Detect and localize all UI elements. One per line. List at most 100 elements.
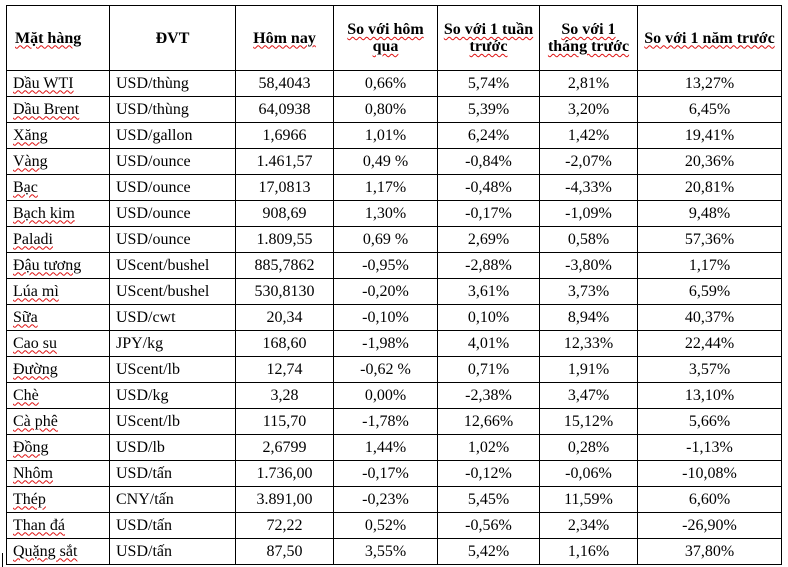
table-row: Dầu Brent USD/thùng 64,0938 0,80% 5,39% 3,20%… <box>6 96 782 123</box>
cell-item: Bạc <box>6 174 110 201</box>
cell-vs-year: 57,36% <box>637 226 782 253</box>
cell-vs-yesterday: 1,01% <box>333 122 438 149</box>
cell-today: 12,74 <box>235 356 334 383</box>
cell-vs-yesterday: 1,30% <box>333 200 438 227</box>
table-row: Nhôm USD/tấn 1.736,00 -0,17% -0,12% -0,06% -10… <box>6 460 782 487</box>
cell-vs-yesterday: -0,62 % <box>333 356 438 383</box>
cell-vs-week: -0,56% <box>437 512 540 539</box>
cell-vs-month: 3,20% <box>539 96 638 123</box>
cell-vs-yesterday: -0,95% <box>333 252 438 279</box>
table-row: Paladi USD/ounce 1.809,55 0,69 % 2,69% 0,58% 5… <box>6 226 782 253</box>
table-row: Quặng sắt USD/tấn 87,50 3,55% 5,42% 1,16% 37,8… <box>6 538 782 565</box>
cell-today: 17,0813 <box>235 174 334 201</box>
table-row: Thép CNY/tấn 3.891,00 -0,23% 5,45% 11,59% 6,60… <box>6 486 782 513</box>
cell-vs-yesterday: 3,55% <box>333 538 438 565</box>
cell-today: 908,69 <box>235 200 334 227</box>
cell-vs-month: 2,34% <box>539 512 638 539</box>
cell-vs-year: 13,27% <box>637 70 782 97</box>
cell-item: Nhôm <box>6 460 110 487</box>
cell-vs-year: 20,36% <box>637 148 782 175</box>
cell-vs-week: 4,01% <box>437 330 540 357</box>
cell-unit: UScent/lb <box>109 408 236 435</box>
cell-vs-yesterday: 0,69 % <box>333 226 438 253</box>
cell-unit: USD/tấn <box>109 538 236 565</box>
cell-item: Xăng <box>6 122 110 149</box>
cell-item: Cà phê <box>6 408 110 435</box>
cell-vs-year: 20,81% <box>637 174 782 201</box>
table-row: Sữa USD/cwt 20,34 -0,10% 0,10% 8,94% 40,37% <box>6 304 782 331</box>
table-row: Xăng USD/gallon 1,6966 1,01% 6,24% 1,42% 19,41… <box>6 122 782 149</box>
cell-item: Cao su <box>6 330 110 357</box>
cell-vs-week: 2,69% <box>437 226 540 253</box>
cell-vs-yesterday: 1,44% <box>333 434 438 461</box>
cell-vs-yesterday: -0,10% <box>333 304 438 331</box>
cell-unit: JPY/kg <box>109 330 236 357</box>
header-today: Hôm nay <box>235 5 334 71</box>
text-cursor <box>2 553 3 567</box>
cell-item: Paladi <box>6 226 110 253</box>
cell-unit: USD/ounce <box>109 226 236 253</box>
cell-vs-month: 1,91% <box>539 356 638 383</box>
cell-vs-month: -3,80% <box>539 252 638 279</box>
cell-vs-month: -2,07% <box>539 148 638 175</box>
cell-today: 530,8130 <box>235 278 334 305</box>
cell-vs-yesterday: -0,17% <box>333 460 438 487</box>
cell-vs-week: 0,71% <box>437 356 540 383</box>
table-row: Than đá USD/tấn 72,22 0,52% -0,56% 2,34% -26,9… <box>6 512 782 539</box>
cell-vs-year: 3,57% <box>637 356 782 383</box>
cell-vs-week: -2,38% <box>437 382 540 409</box>
cell-vs-yesterday: -0,23% <box>333 486 438 513</box>
header-vs-week: So với 1 tuần trước <box>437 5 540 71</box>
cell-unit: USD/ounce <box>109 200 236 227</box>
header-item: Mặt hàng <box>6 5 110 71</box>
commodity-price-table: Mặt hàng ĐVT Hôm nay So với hôm qua So v… <box>6 5 782 565</box>
cell-item: Đường <box>6 356 110 383</box>
cell-today: 1.809,55 <box>235 226 334 253</box>
cell-unit: USD/kg <box>109 382 236 409</box>
cell-vs-month: 3,73% <box>539 278 638 305</box>
cell-today: 87,50 <box>235 538 334 565</box>
table-body: Dầu WTI USD/thùng 58,4043 0,66% 5,74% 2,81% 13… <box>6 70 782 565</box>
table-row: Đường UScent/lb 12,74 -0,62 % 0,71% 1,91% 3,57… <box>6 356 782 383</box>
cell-vs-week: 0,10% <box>437 304 540 331</box>
cell-today: 1.461,57 <box>235 148 334 175</box>
cell-vs-week: 5,42% <box>437 538 540 565</box>
cell-vs-year: -10,08% <box>637 460 782 487</box>
cell-vs-month: 8,94% <box>539 304 638 331</box>
cell-unit: UScent/bushel <box>109 252 236 279</box>
table-row: Dầu WTI USD/thùng 58,4043 0,66% 5,74% 2,81% 13… <box>6 70 782 97</box>
table-row: Bạch kim USD/ounce 908,69 1,30% -0,17% -1,09%… <box>6 200 782 227</box>
cell-vs-month: 1,16% <box>539 538 638 565</box>
cell-unit: USD/ounce <box>109 174 236 201</box>
cell-vs-month: 15,12% <box>539 408 638 435</box>
cell-vs-month: 0,28% <box>539 434 638 461</box>
cell-vs-week: -0,84% <box>437 148 540 175</box>
cell-vs-week: 3,61% <box>437 278 540 305</box>
cell-item: Lúa mì <box>6 278 110 305</box>
cell-vs-month: 1,42% <box>539 122 638 149</box>
cell-vs-year: 40,37% <box>637 304 782 331</box>
cell-vs-year: 6,59% <box>637 278 782 305</box>
cell-unit: UScent/bushel <box>109 278 236 305</box>
cell-vs-year: 6,60% <box>637 486 782 513</box>
cell-vs-week: 5,45% <box>437 486 540 513</box>
cell-vs-yesterday: 0,49 % <box>333 148 438 175</box>
table-header-row: Mặt hàng ĐVT Hôm nay So với hôm qua So v… <box>6 5 782 71</box>
cell-unit: USD/thùng <box>109 96 236 123</box>
cell-vs-year: 37,80% <box>637 538 782 565</box>
cell-item: Dầu WTI <box>6 70 110 97</box>
cell-today: 1,6966 <box>235 122 334 149</box>
cell-vs-week: 12,66% <box>437 408 540 435</box>
cell-vs-month: 12,33% <box>539 330 638 357</box>
cell-unit: USD/tấn <box>109 460 236 487</box>
table-row: Đậu tương UScent/bushel 885,7862 -0,95% -2,8… <box>6 252 782 279</box>
cell-vs-week: 5,74% <box>437 70 540 97</box>
cell-unit: UScent/lb <box>109 356 236 383</box>
cell-today: 168,60 <box>235 330 334 357</box>
cell-vs-yesterday: 0,80% <box>333 96 438 123</box>
table-row: Vàng USD/ounce 1.461,57 0,49 % -0,84% -2,07% 2… <box>6 148 782 175</box>
cell-vs-year: 19,41% <box>637 122 782 149</box>
header-unit: ĐVT <box>109 5 236 71</box>
cell-item: Đậu tương <box>6 252 110 279</box>
table-row: Đồng USD/lb 2,6799 1,44% 1,02% 0,28% -1,13% <box>6 434 782 461</box>
